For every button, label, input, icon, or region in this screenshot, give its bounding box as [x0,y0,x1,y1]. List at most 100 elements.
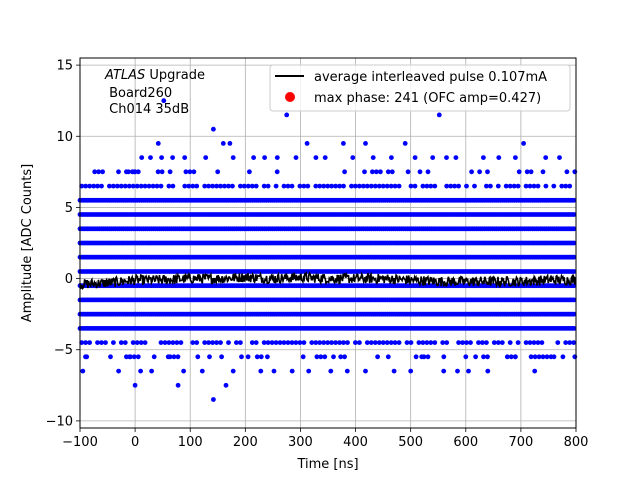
sample-point [322,354,328,360]
sample-point [531,340,537,345]
sample-point [190,340,196,345]
sample-point [318,354,324,360]
sample-point [182,155,188,161]
sample-point [416,340,422,345]
sample-point [162,340,168,345]
sample-point [513,155,518,161]
sample-point [218,183,223,189]
sample-point [234,340,239,345]
x-tick-label: 200 [233,435,258,450]
sample-point [392,183,398,189]
sample-point [135,354,141,360]
x-tick-label: 800 [564,435,589,450]
sample-point [222,183,227,189]
sample-point [91,183,96,189]
sample-point [571,269,577,274]
sample-point [496,155,502,161]
sample-point [251,155,256,161]
sample-point [285,183,291,189]
sample-point [350,155,356,161]
y-tick-label: 0 [65,272,73,287]
sample-point [560,354,566,360]
sample-point [274,169,280,175]
sample-point [321,340,327,345]
sample-point [132,169,138,175]
sample-point [333,183,338,189]
sample-point [289,368,295,374]
y-tick-label: −5 [54,343,73,358]
sample-point [402,141,408,146]
sample-point [258,354,264,360]
sample-point [440,340,446,345]
sample-point [165,354,171,360]
sample-point [385,169,391,175]
sample-point [230,155,236,161]
sample-point [265,354,270,360]
sample-point [245,354,251,360]
plot-area [77,57,578,429]
annotation-line-2: Board260 [105,86,172,101]
sample-point [313,155,319,161]
sample-point [230,183,235,189]
sample-point [571,254,577,260]
sample-point [142,340,148,345]
sample-point [118,183,124,189]
sample-point [567,340,573,345]
sample-point [389,155,394,161]
sample-point [122,183,128,189]
sample-point [362,169,367,175]
sample-point [281,183,287,189]
sample-point [138,183,144,189]
sample-point [269,340,275,345]
sample-point [322,155,328,161]
sample-point [535,183,541,189]
sample-point [495,340,501,345]
sample-point [214,183,220,189]
sample-point [127,354,132,360]
sample-point [301,183,307,189]
sample-point [317,183,323,189]
sample-point [83,183,88,189]
sample-point [523,340,529,345]
sample-point [338,354,344,360]
sample-point [238,183,243,189]
sample-point [341,141,346,146]
sample-point [158,340,164,345]
sample-point [211,126,216,132]
sample-point [92,169,98,175]
sample-point [557,155,562,161]
sample-point [130,183,136,189]
x-axis-label: Time [ns] [296,457,358,472]
legend-box [269,64,571,112]
sample-point [226,183,231,189]
sample-point [468,340,473,345]
sample-point [182,183,188,189]
sample-point [293,155,299,161]
sample-point [571,340,577,345]
sample-point [504,354,510,360]
sample-point [226,340,231,345]
sample-point [254,354,260,360]
sample-point [563,340,569,345]
sample-point [253,340,259,345]
x-tick-label: 400 [343,435,368,450]
sample-point [249,183,255,189]
sample-point [531,183,537,189]
sample-point [488,183,493,189]
sample-point [284,112,290,118]
sample-point [342,169,347,175]
sample-point [491,340,497,345]
sample-point [227,141,233,146]
sample-point [337,340,342,345]
sample-point [372,183,378,189]
sample-point [306,368,312,374]
sample-point [391,368,397,374]
sample-point [300,354,306,360]
sample-point [571,311,577,317]
sample-point [273,183,279,189]
sample-point [476,340,481,345]
sample-point [551,183,557,189]
sample-point [539,340,545,345]
sample-point [150,183,156,189]
sample-points [77,98,578,402]
